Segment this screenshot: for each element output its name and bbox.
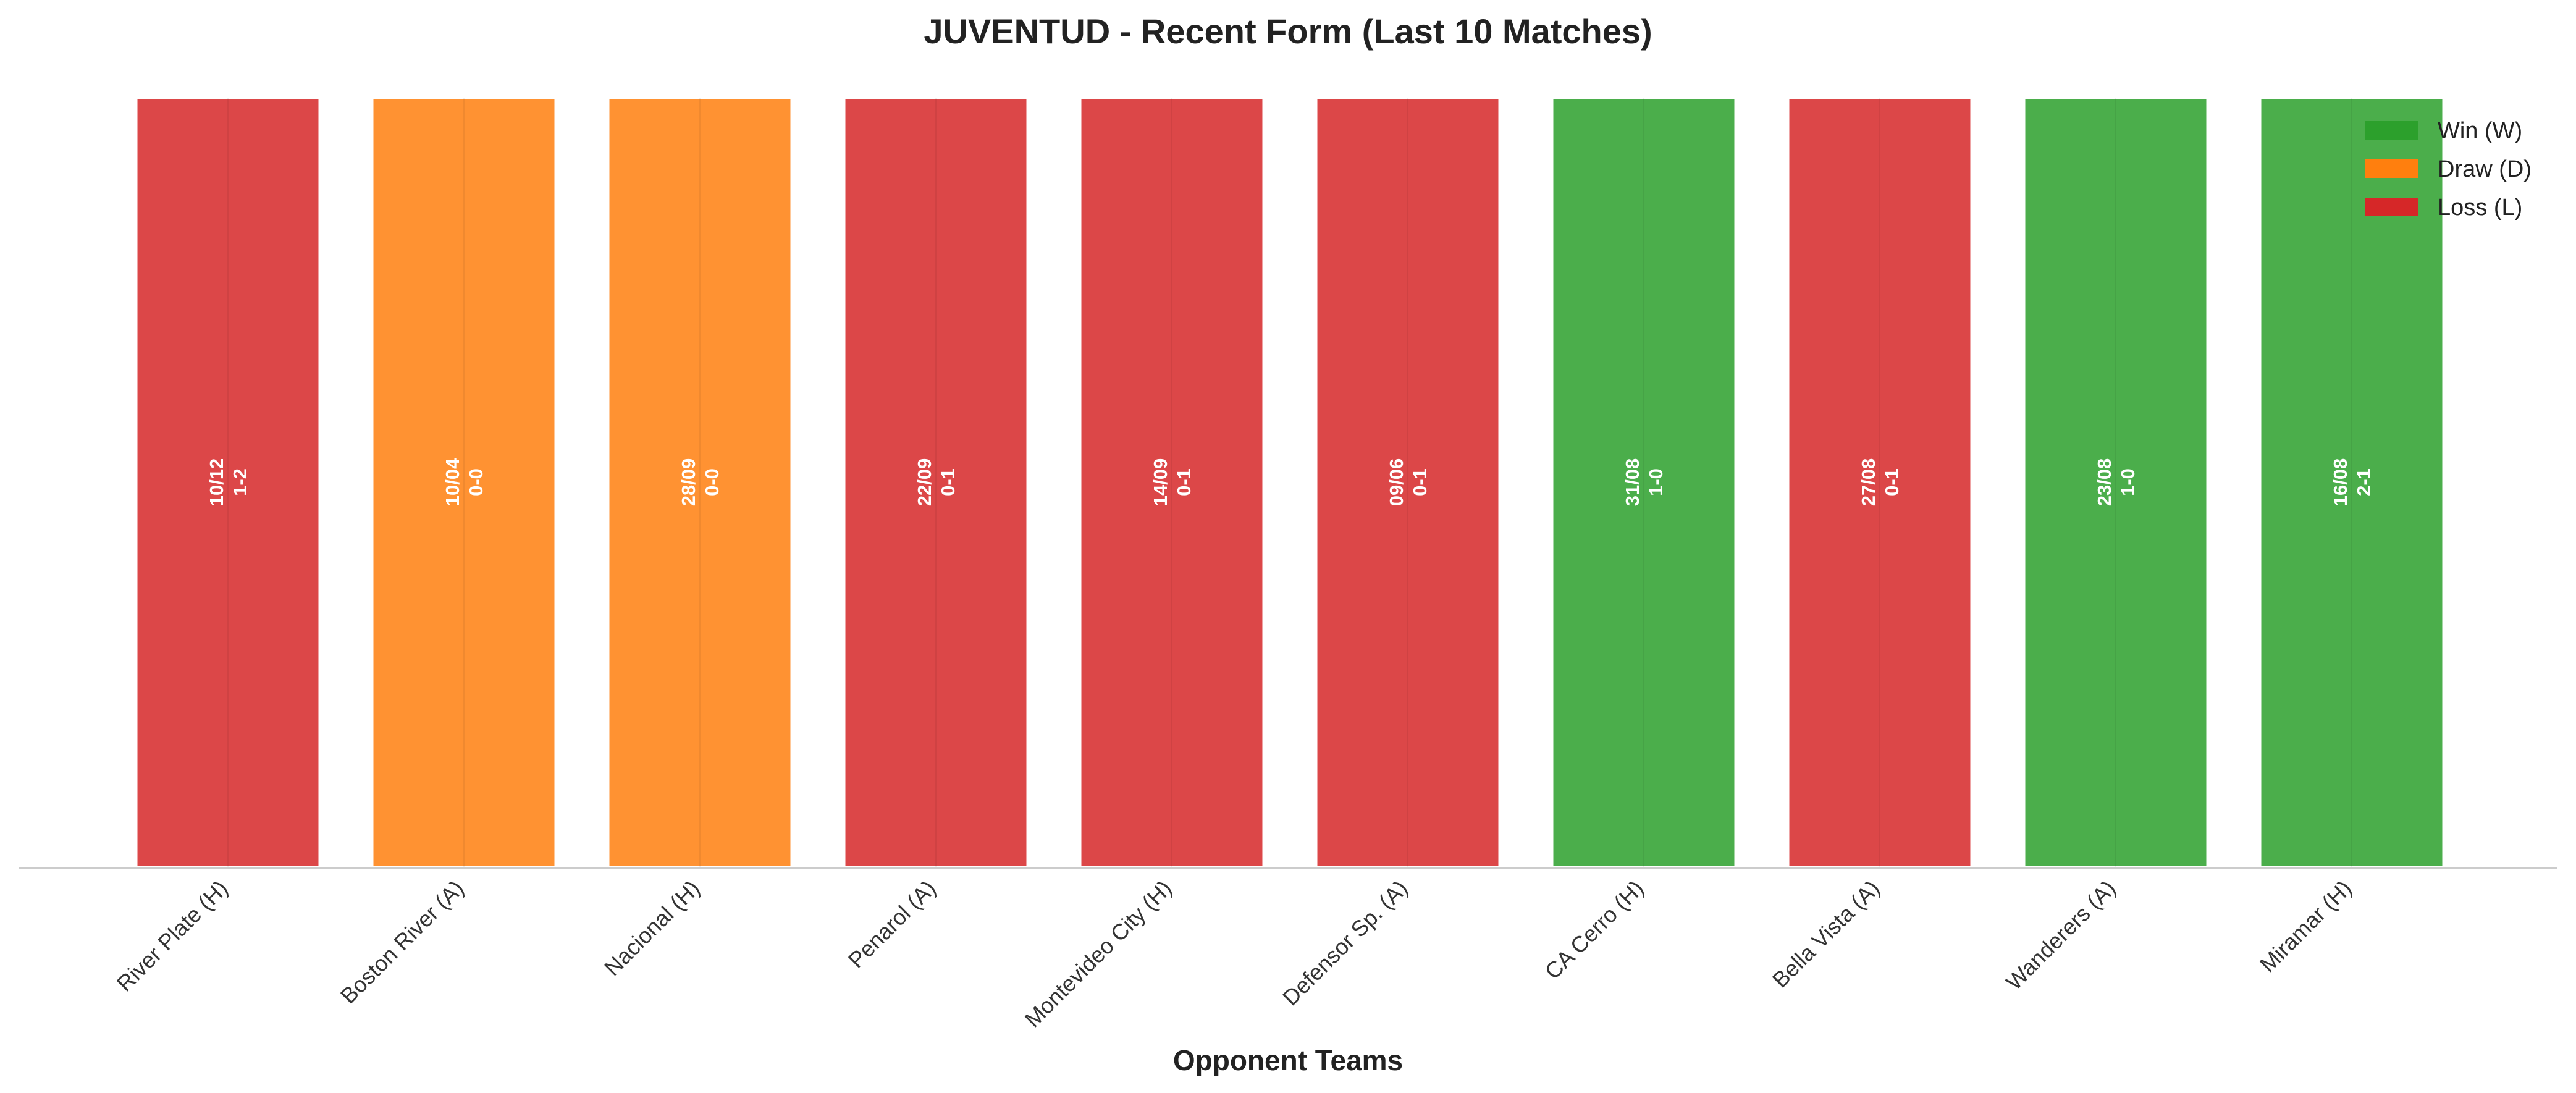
x-tick-label: Boston River (A) — [335, 876, 469, 1009]
chart-title: JUVENTUD - Recent Form (Last 10 Matches) — [924, 12, 1652, 51]
bar-score-label: 1-2 — [229, 468, 251, 496]
bar-2 — [371, 96, 557, 868]
bar-score-label: 1-0 — [2117, 468, 2139, 496]
x-tick-labels: River Plate (H) Boston River (A) Nacional … — [112, 876, 2357, 1032]
x-tick-label: Miramar (H) — [2255, 876, 2357, 977]
bar-7 — [1551, 96, 1737, 868]
x-tick-label: River Plate (H) — [112, 876, 233, 997]
bar-5 — [1079, 96, 1265, 868]
bar-date-label: 28/09 — [678, 458, 699, 507]
legend-swatch-l — [2365, 198, 2418, 216]
bar-date-label: 22/09 — [914, 458, 935, 507]
bar-score-label: 0-0 — [465, 468, 487, 496]
x-tick-label: Wanderers (A) — [2001, 876, 2121, 995]
bar-date-label: 23/08 — [2094, 458, 2115, 507]
x-tick-label: Montevideo City (H) — [1020, 876, 1177, 1032]
legend-label-l: Loss (L) — [2438, 195, 2522, 221]
bar-9 — [2022, 96, 2209, 868]
bar-date-label: 27/08 — [1858, 458, 1879, 507]
bar-date-label: 10/12 — [206, 458, 227, 507]
x-tick-label: Defensor Sp. (A) — [1277, 876, 1413, 1011]
bar-6 — [1315, 96, 1501, 868]
bar-date-label: 14/09 — [1150, 458, 1171, 507]
legend-swatch-w — [2365, 121, 2418, 140]
bar-date-label: 10/04 — [442, 458, 463, 506]
bar-date-label: 31/08 — [1622, 458, 1643, 507]
legend-label-w: Win (W) — [2438, 118, 2522, 144]
x-tick-label: CA Cerro (H) — [1540, 876, 1649, 984]
bar-1 — [135, 96, 321, 868]
x-axis-label: Opponent Teams — [1173, 1044, 1403, 1076]
legend-swatch-d — [2365, 159, 2418, 178]
bar-10 — [2258, 96, 2445, 868]
bars-layer: 10/12 1-2 10/04 0-0 28/09 0-0 22/09 0-1 14/09 0-1… — [135, 96, 2445, 868]
x-tick-label: Nacional (H) — [599, 876, 704, 981]
bar-score-label: 0-1 — [1173, 468, 1195, 496]
bar-3 — [607, 96, 793, 868]
bar-score-label: 2-1 — [2353, 468, 2375, 496]
x-tick-label: Bella Vista (A) — [1767, 876, 1885, 993]
bar-date-label: 16/08 — [2330, 458, 2351, 507]
legend-label-d: Draw (D) — [2438, 156, 2532, 182]
bar-score-label: 0-1 — [1409, 468, 1431, 496]
bar-score-label: 1-0 — [1645, 468, 1667, 496]
legend: Win (W) Draw (D) Loss (L) — [2365, 118, 2532, 221]
bar-4 — [843, 96, 1029, 868]
x-tick-label: Penarol (A) — [843, 876, 941, 973]
bar-score-label: 0-0 — [701, 468, 723, 496]
bar-score-label: 0-1 — [1881, 468, 1903, 496]
bar-8 — [1787, 96, 1973, 868]
bar-date-label: 09/06 — [1386, 458, 1407, 507]
bar-score-label: 0-1 — [937, 468, 959, 496]
